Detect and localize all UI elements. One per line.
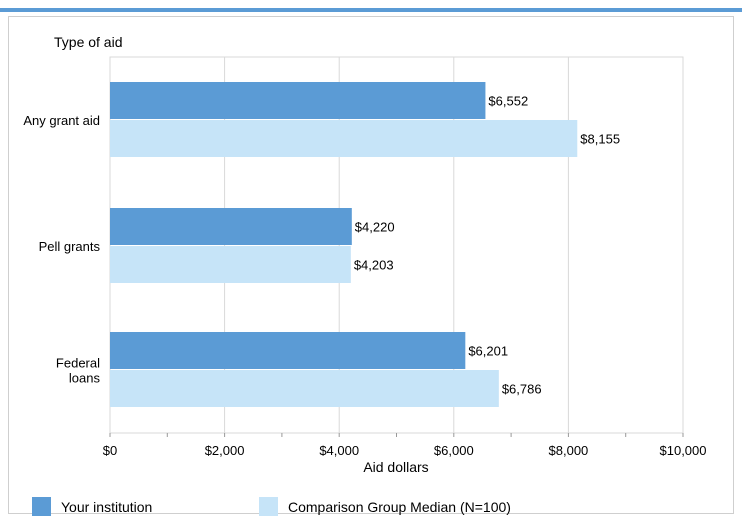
legend-swatch-comparison xyxy=(259,497,278,516)
legend-label-comparison: Comparison Group Median (N=100) xyxy=(288,498,511,515)
bar-value-label: $6,201 xyxy=(468,344,508,359)
bar-comparison xyxy=(110,246,351,283)
x-tick-label: $2,000 xyxy=(205,443,245,458)
bar-value-label: $4,220 xyxy=(355,220,395,235)
y-axis-title: Type of aid xyxy=(54,34,123,50)
bar-institution xyxy=(110,208,352,245)
bar-value-label: $6,552 xyxy=(488,94,528,109)
category-label: Any grant aid xyxy=(23,113,100,128)
bar-value-label: $6,786 xyxy=(502,382,542,397)
x-tick-label: $0 xyxy=(103,443,117,458)
legend-swatch-institution xyxy=(32,497,51,516)
top-accent-rule xyxy=(0,8,742,12)
legend-item-institution: Your institution xyxy=(32,497,152,516)
legend-label-institution: Your institution xyxy=(61,498,153,515)
legend-item-comparison: Comparison Group Median (N=100) xyxy=(259,497,511,516)
bar-comparison xyxy=(110,370,499,407)
category-label: loans xyxy=(69,371,101,386)
bar-institution xyxy=(110,82,486,119)
bar-comparison xyxy=(110,120,578,157)
bar-layer xyxy=(110,82,578,407)
bar-value-label: $8,155 xyxy=(580,132,620,147)
x-tick-label: $10,000 xyxy=(660,443,707,458)
bar-institution xyxy=(110,332,466,369)
label-layer: $0 $2,000 $4,000 $6,000 $8,000 $10,000 $6,552 $… xyxy=(23,94,706,459)
x-tick-label: $8,000 xyxy=(549,443,589,458)
category-label: Pell grants xyxy=(39,239,101,254)
x-tick-label: $6,000 xyxy=(434,443,474,458)
x-axis-title: Aid dollars xyxy=(363,459,428,475)
category-label: Federal xyxy=(56,356,100,371)
bar-value-label: $4,203 xyxy=(354,258,394,273)
x-tick-label: $4,000 xyxy=(319,443,359,458)
